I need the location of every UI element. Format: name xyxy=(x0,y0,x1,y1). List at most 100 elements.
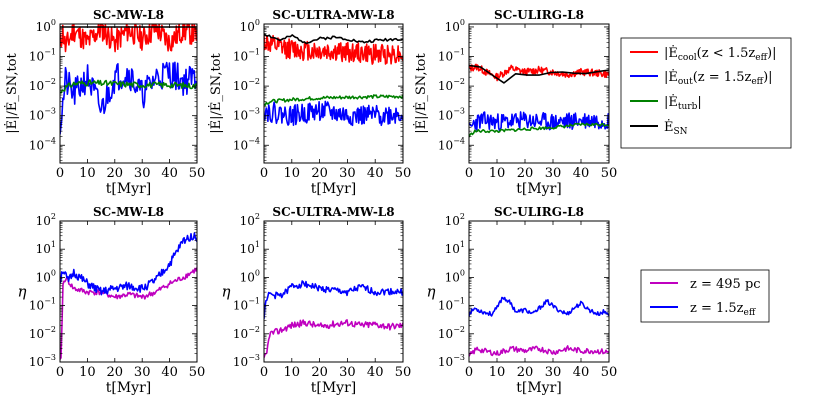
x-tick-label: 50 xyxy=(189,365,206,380)
x-tick-label: 30 xyxy=(545,166,562,181)
series-z495 xyxy=(60,267,197,360)
legend-label-z495: z = 495 pc xyxy=(690,277,761,292)
series-turb xyxy=(264,94,403,106)
y-tick-label: 10−1 xyxy=(233,48,260,64)
x-tick-label: 20 xyxy=(517,365,534,380)
x-tick-label: 40 xyxy=(573,166,590,181)
series-turb xyxy=(60,79,197,94)
y-tick-label: 101 xyxy=(36,240,56,256)
chart-panel-6: 0 10 20 30 40 50 10−3 10−2 10−1 100 101 102 SC-ULIRG… xyxy=(427,205,618,396)
y-tick-label: 102 xyxy=(36,212,56,228)
x-tick-label: 30 xyxy=(134,365,151,380)
x-axis-label: t[Myr] xyxy=(106,181,152,197)
y-tick-label: 10−2 xyxy=(438,325,465,341)
y-axis-label: η xyxy=(18,283,27,301)
x-tick-label: 10 xyxy=(284,166,301,181)
y-tick-label: 100 xyxy=(36,18,56,34)
x-tick-label: 20 xyxy=(311,365,328,380)
panel-title: SC-MW-L8 xyxy=(93,8,164,22)
x-tick-label: 30 xyxy=(339,166,356,181)
legend-top-frame xyxy=(620,37,792,149)
y-tick-label: 100 xyxy=(240,18,260,34)
x-tick-label: 10 xyxy=(284,365,301,380)
x-tick-label: 0 xyxy=(465,166,473,181)
chart-panel-1: 0 10 20 30 40 50 10−4 10−3 10−2 10−1 100 SC-MW-L8 t[… xyxy=(3,8,205,197)
x-tick-label: 30 xyxy=(545,365,562,380)
y-tick-label: 100 xyxy=(36,268,56,284)
y-tick-label: 101 xyxy=(240,240,260,256)
series-z15 xyxy=(469,296,609,317)
plot-frame xyxy=(263,220,404,363)
x-tick-label: 0 xyxy=(465,365,473,380)
x-axis-label: t[Myr] xyxy=(106,380,152,396)
y-tick-label: 10−2 xyxy=(438,77,465,93)
chart-panel-5: 0 10 20 30 40 50 10−3 10−2 10−1 100 101 102 SC-ULTRA… xyxy=(222,205,412,396)
y-tick-label: 10−3 xyxy=(438,107,465,123)
y-tick-label: 10−3 xyxy=(438,353,465,369)
x-tick-label: 40 xyxy=(573,365,590,380)
x-tick-label: 30 xyxy=(339,365,356,380)
x-tick-label: 30 xyxy=(134,166,151,181)
y-tick-label: 10−1 xyxy=(438,48,465,64)
series-cool xyxy=(60,24,197,53)
x-tick-label: 0 xyxy=(56,166,64,181)
x-tick-label: 0 xyxy=(260,365,268,380)
x-tick-label: 20 xyxy=(107,166,124,181)
panel-title: SC-ULIRG-L8 xyxy=(494,205,584,219)
x-tick-label: 10 xyxy=(79,365,96,380)
y-tick-label: 10−1 xyxy=(29,48,56,64)
panels: 0 10 20 30 40 5010−410−310−210−1100SC-MW-L8t[… xyxy=(3,8,617,396)
y-axis-label: |Ė|/Ė_SN,tot xyxy=(412,52,429,133)
series-z15 xyxy=(264,280,403,320)
y-tick-label: 10−4 xyxy=(233,136,260,152)
y-tick-label: 10−3 xyxy=(233,353,260,369)
plot-frame xyxy=(59,23,198,164)
x-tick-label: 20 xyxy=(107,365,124,380)
y-tick-label: 10−4 xyxy=(29,136,56,152)
y-tick-label: 10−2 xyxy=(29,77,56,93)
y-tick-label: 10−1 xyxy=(233,297,260,313)
y-tick-label: 10−3 xyxy=(233,107,260,123)
x-tick-label: 50 xyxy=(189,166,206,181)
x-tick-label: 0 xyxy=(260,166,268,181)
legend-label-z15: z = 1.5zeff xyxy=(690,301,756,318)
panel-title: SC-ULTRA-MW-L8 xyxy=(272,205,394,219)
x-axis-label: t[Myr] xyxy=(311,181,357,197)
x-tick-label: 40 xyxy=(367,365,384,380)
y-tick-label: 10−1 xyxy=(438,297,465,313)
x-tick-label: 0 xyxy=(56,365,64,380)
y-tick-label: 100 xyxy=(240,268,260,284)
panel-title: SC-MW-L8 xyxy=(93,205,164,219)
legend-top: |Ėcool(z < 1.5zeff)| |Ėout(z = 1.5zeff)|… xyxy=(620,37,792,149)
panel-title: SC-ULTRA-MW-L8 xyxy=(272,8,394,22)
chart-panel-4: 0 10 20 30 40 50 10−3 10−2 10−1 100 101 102 SC-MW-L8… xyxy=(18,205,206,396)
series-cool xyxy=(264,34,403,65)
x-tick-label: 20 xyxy=(517,166,534,181)
x-tick-label: 10 xyxy=(489,365,506,380)
y-axis-label: η xyxy=(222,283,231,301)
y-tick-label: 100 xyxy=(445,18,465,34)
series-out xyxy=(264,100,403,127)
x-tick-label: 50 xyxy=(395,166,412,181)
x-axis-label: t[Myr] xyxy=(516,380,562,396)
y-tick-label: 10−2 xyxy=(233,77,260,93)
x-tick-label: 50 xyxy=(395,365,412,380)
x-tick-label: 10 xyxy=(489,166,506,181)
x-axis-label: t[Myr] xyxy=(516,181,562,197)
plot-frame xyxy=(263,23,404,164)
legend-bottom-frame xyxy=(640,269,770,323)
y-tick-label: 10−2 xyxy=(233,325,260,341)
y-tick-label: 10−2 xyxy=(29,325,56,341)
y-axis-label: |Ė|/Ė_SN,tot xyxy=(3,52,20,133)
series-sn xyxy=(264,33,403,45)
x-tick-label: 50 xyxy=(601,365,618,380)
y-tick-label: 10−4 xyxy=(438,136,465,152)
series-z495 xyxy=(264,319,403,358)
legend-bottom: z = 495 pc z = 1.5zeff xyxy=(640,269,770,323)
x-axis-label: t[Myr] xyxy=(311,380,357,396)
series-turb xyxy=(469,122,609,138)
y-axis-label: |Ė|/Ė_SN,tot xyxy=(207,52,224,133)
plot-frame xyxy=(59,220,198,363)
y-tick-label: 10−1 xyxy=(29,297,56,313)
